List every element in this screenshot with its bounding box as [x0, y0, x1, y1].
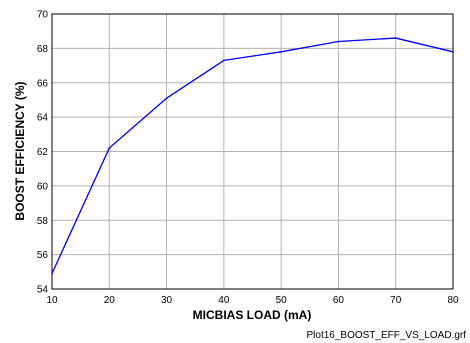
y-tick-label-64: 64 — [37, 113, 49, 124]
x-tick-label-10: 10 — [46, 295, 58, 306]
y-tick-label-56: 56 — [37, 250, 49, 261]
x-tick-labels: 10 20 30 40 50 60 70 80 — [46, 295, 459, 306]
data-point-0-7 — [452, 50, 454, 53]
y-tick-labels: 54 56 58 60 62 64 66 68 70 — [37, 10, 49, 296]
y-tick-label-62: 62 — [37, 147, 49, 158]
plot-frame — [51, 13, 454, 290]
grid — [51, 13, 454, 290]
plot-filename: Plot16_BOOST_EFF_VS_LOAD.grf — [306, 330, 466, 341]
y-tick-label-66: 66 — [37, 78, 49, 89]
x-tick-label-70: 70 — [390, 295, 402, 306]
y-tick-label-54: 54 — [37, 285, 49, 296]
x-tick-label-40: 40 — [218, 295, 230, 306]
y-tick-label-60: 60 — [37, 181, 49, 192]
data-point-0-4 — [280, 50, 283, 53]
x-tick-label-20: 20 — [104, 295, 116, 306]
x-tick-label-50: 50 — [276, 295, 288, 306]
x-tick-label-30: 30 — [161, 295, 173, 306]
data-point-0-6 — [394, 37, 397, 39]
x-axis-label: MICBIAS LOAD (mA) — [193, 308, 312, 322]
series-layer — [51, 37, 454, 275]
series-line-0 — [51, 37, 454, 274]
x-tick-label-80: 80 — [447, 295, 459, 306]
y-tick-label-68: 68 — [37, 44, 49, 55]
y-tick-label-58: 58 — [37, 216, 49, 227]
y-tick-label-70: 70 — [37, 10, 49, 21]
data-point-0-0 — [51, 272, 53, 275]
x-tick-label-60: 60 — [333, 295, 345, 306]
data-point-0-2 — [165, 97, 168, 100]
data-point-0-5 — [337, 40, 340, 43]
data-point-0-3 — [222, 59, 225, 62]
y-axis-label: BOOST EFFICIENCY (%) — [13, 81, 27, 220]
data-point-0-1 — [108, 147, 111, 149]
